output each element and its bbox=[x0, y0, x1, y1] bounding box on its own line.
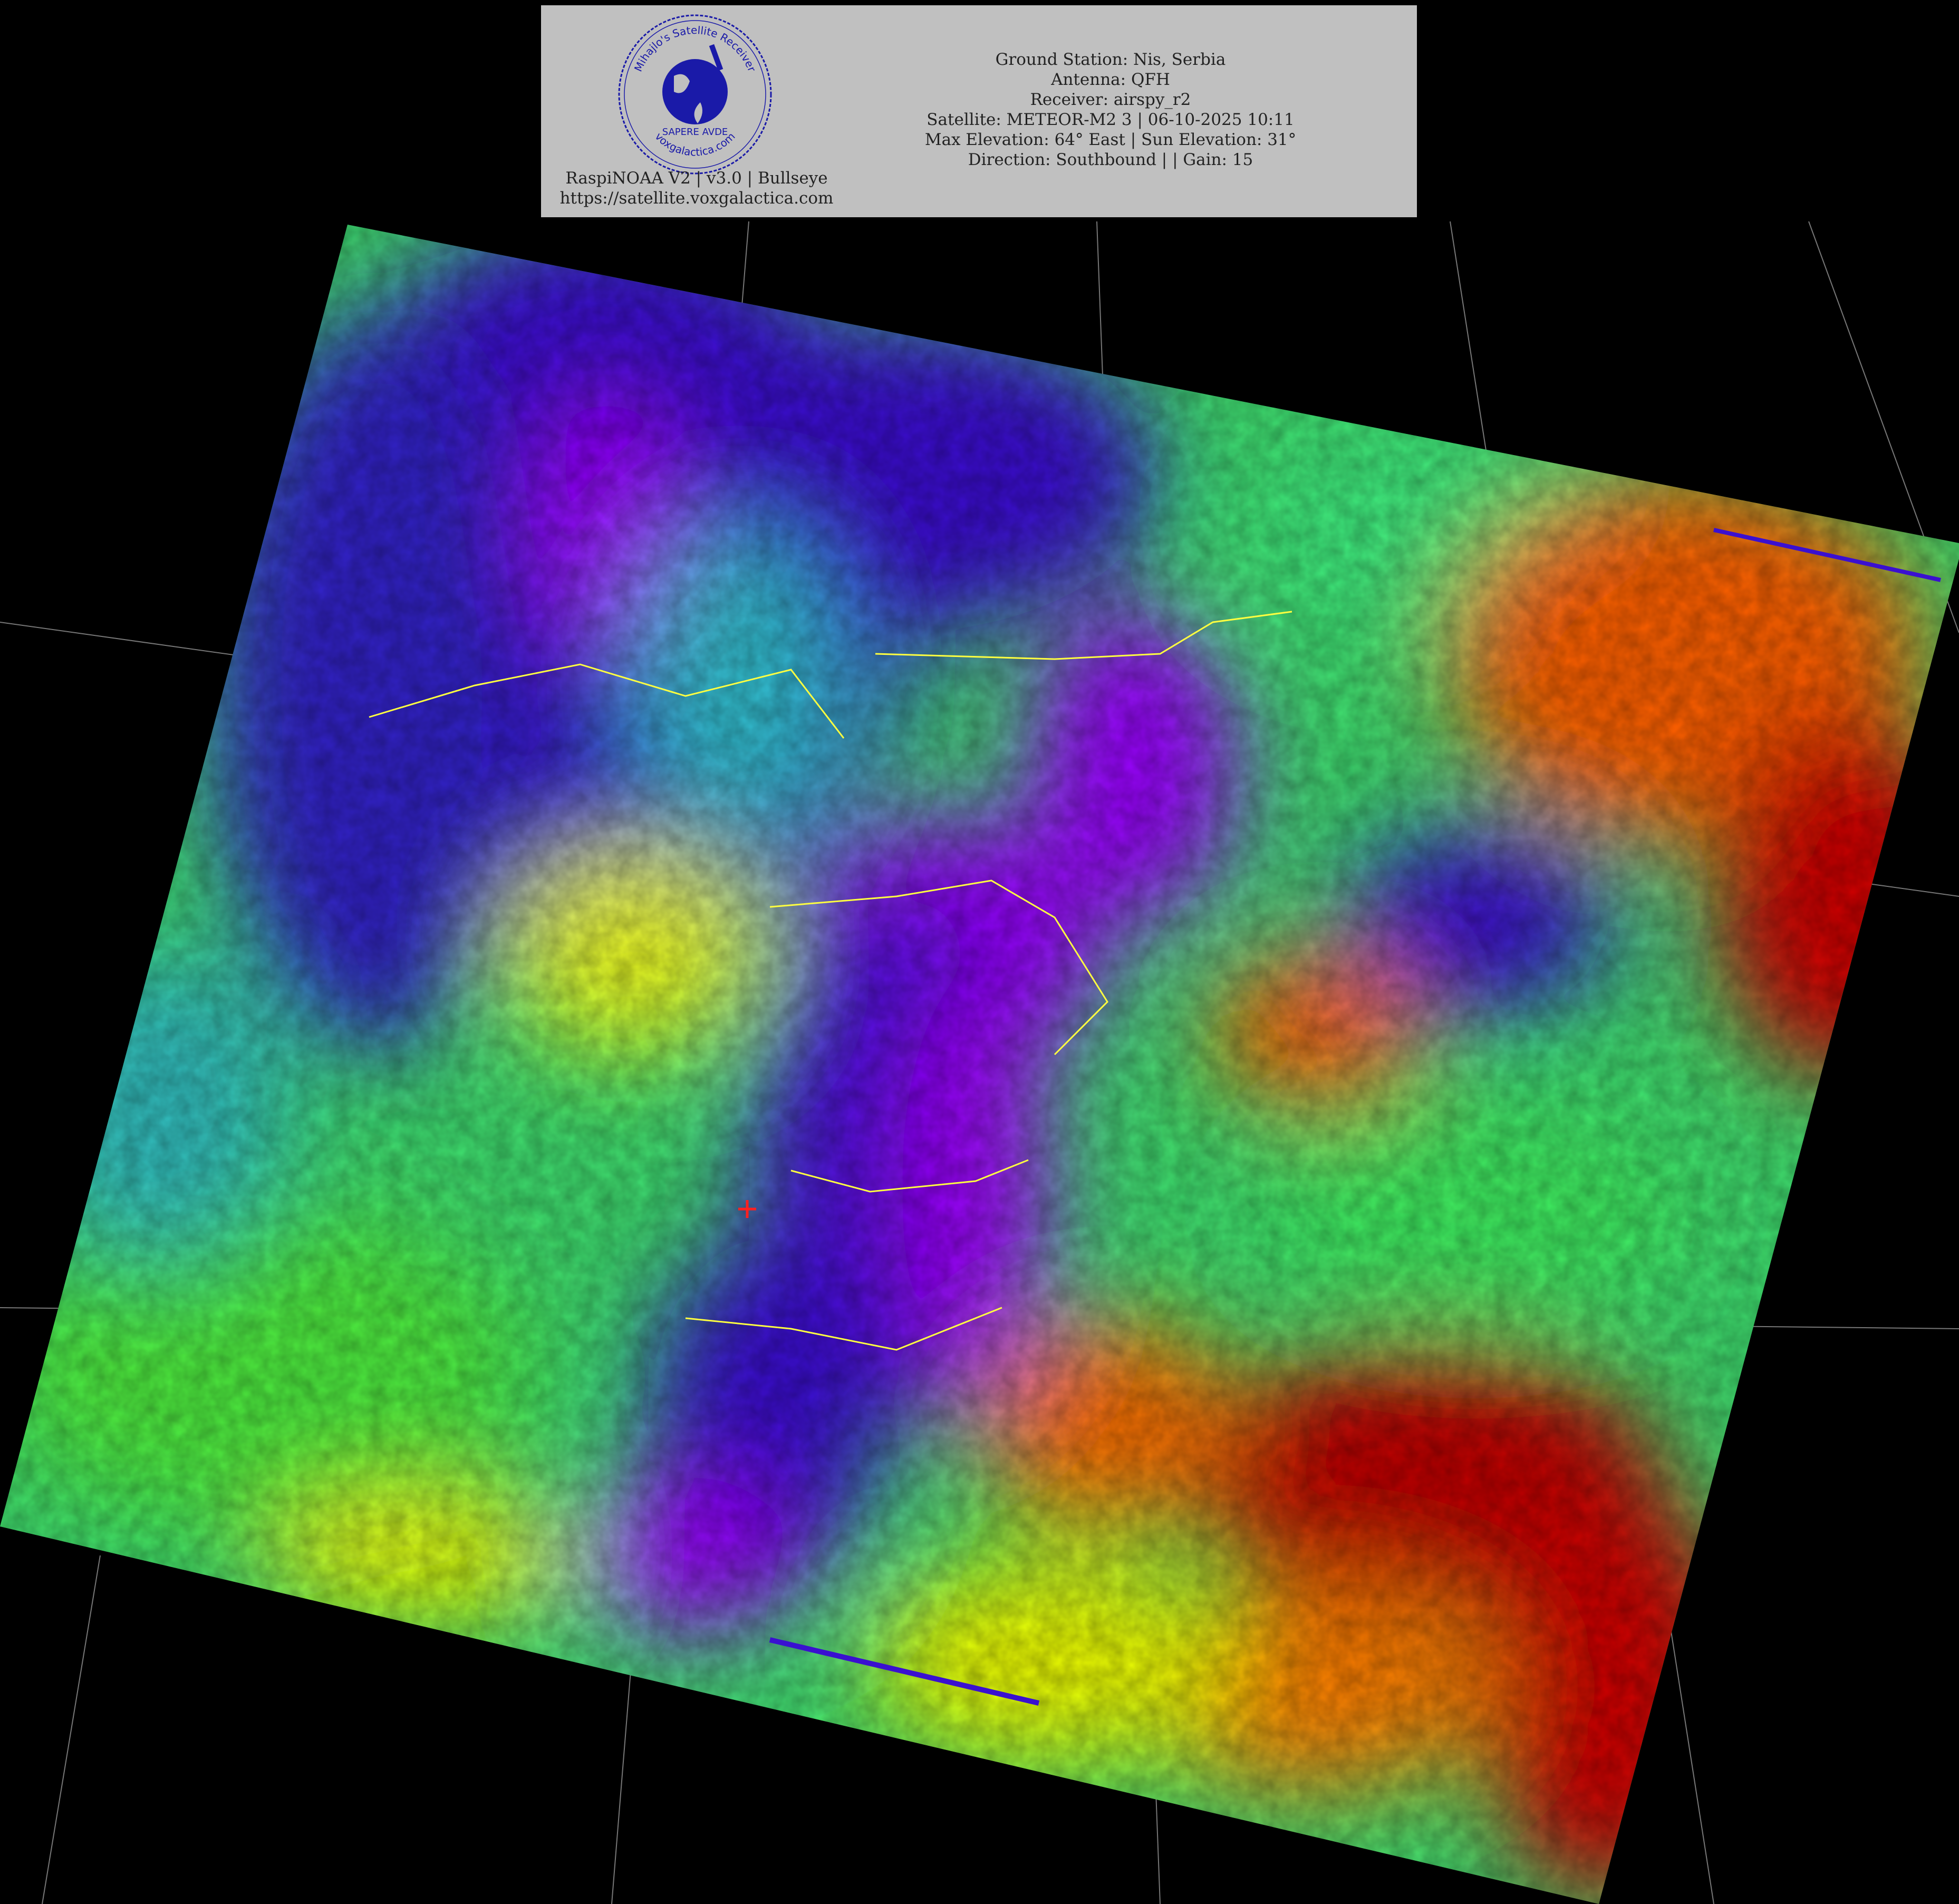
info-banner: Mihajlo's Satellite Receiver SAPERE AVDE… bbox=[541, 5, 1417, 217]
station-logo: Mihajlo's Satellite Receiver SAPERE AVDE… bbox=[618, 14, 772, 175]
svg-text:SAPERE AVDE: SAPERE AVDE bbox=[662, 127, 728, 138]
signal-dropout-streak bbox=[1713, 528, 1941, 582]
software-version: RaspiNOAA V2 | v3.0 | Bullseye bbox=[565, 169, 828, 188]
satellite-and-time: Satellite: METEOR-M2 3 | 06-10-2025 10:1… bbox=[927, 110, 1295, 129]
direction-gain: Direction: Southbound | | Gain: 15 bbox=[968, 150, 1253, 169]
elevation: Max Elevation: 64° East | Sun Elevation:… bbox=[924, 130, 1297, 149]
satellite-icon bbox=[709, 44, 723, 71]
country-borders bbox=[369, 611, 1292, 1351]
antenna: Antenna: QFH bbox=[1051, 70, 1170, 89]
ground-station-marker bbox=[738, 1200, 756, 1218]
pass-info: Ground Station: Nis, Serbia Antenna: QFH… bbox=[921, 50, 1300, 170]
website-url: https://satellite.voxgalactica.com bbox=[559, 189, 834, 208]
ground-station: Ground Station: Nis, Serbia bbox=[995, 50, 1226, 69]
receiver: Receiver: airspy_r2 bbox=[1030, 90, 1191, 109]
signal-dropout-streak bbox=[769, 1637, 1040, 1706]
